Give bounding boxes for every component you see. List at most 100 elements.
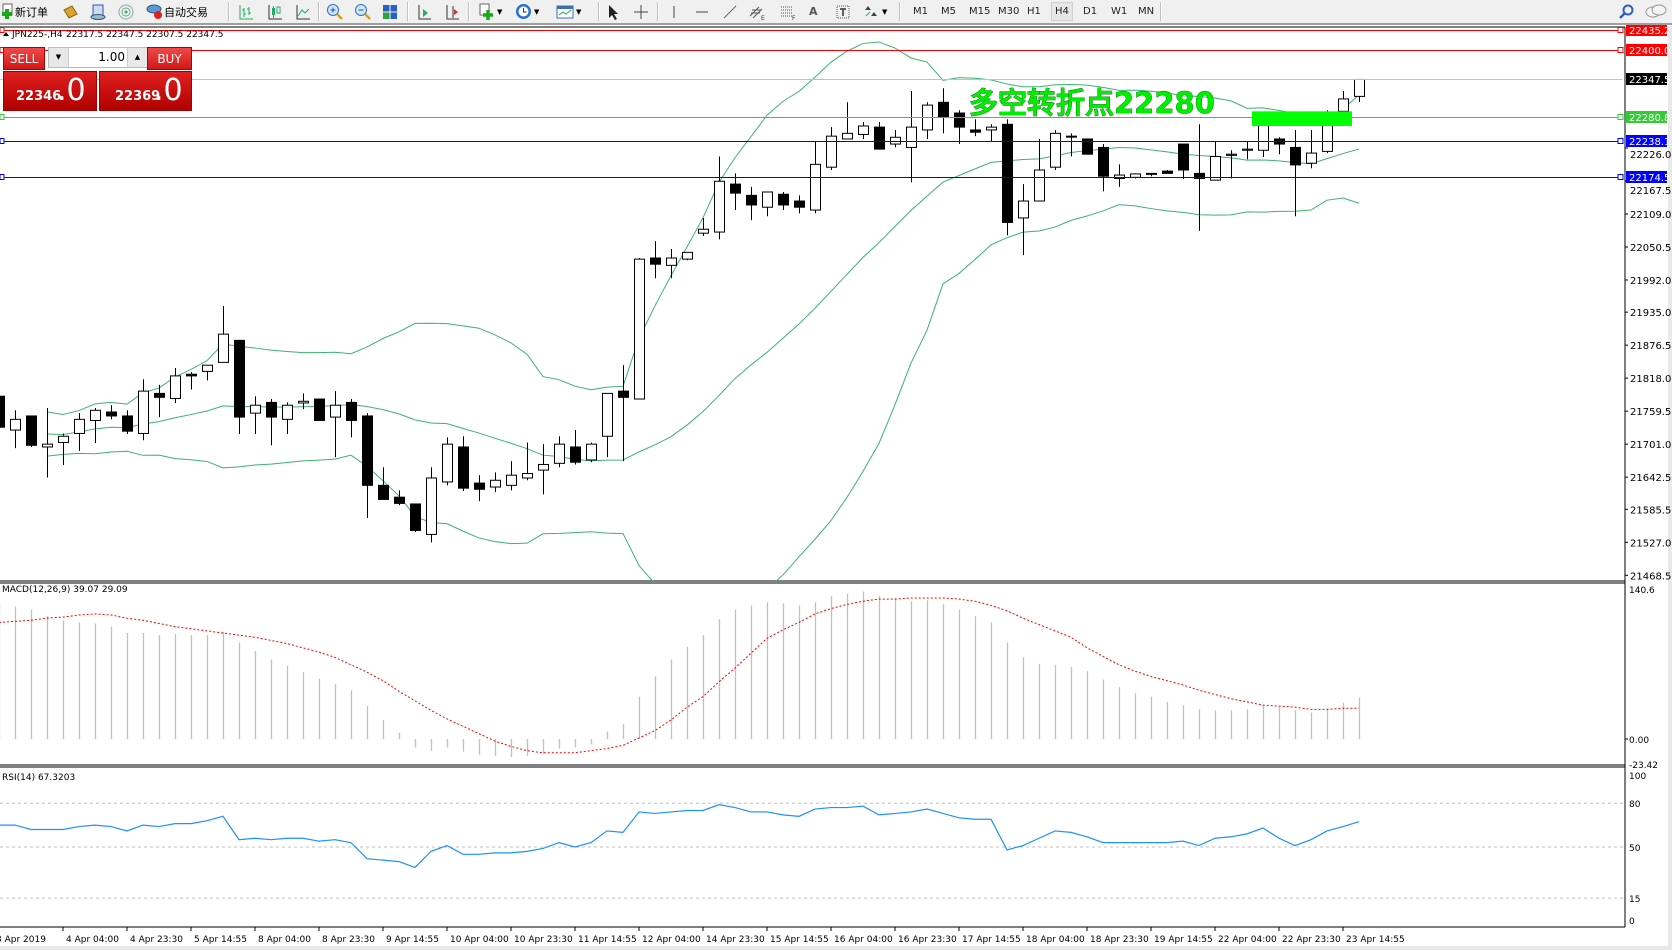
- arrows-dropdown-icon[interactable]: ▼: [882, 7, 888, 16]
- periods-icon: [516, 4, 531, 19]
- candle: [570, 430, 581, 465]
- candle: [650, 241, 661, 279]
- signals-button[interactable]: [118, 2, 134, 21]
- periods-button[interactable]: ▼: [515, 2, 539, 21]
- fibonacci-button[interactable]: F: [779, 2, 797, 21]
- arrows-button[interactable]: ▼: [864, 2, 887, 21]
- new-order-label: 新订单: [15, 5, 48, 19]
- candle: [986, 124, 997, 142]
- data-window-icon: [90, 4, 106, 20]
- time-tick-label: 16 Apr 23:30: [898, 935, 957, 945]
- level-line-handle: [1617, 174, 1624, 180]
- buy-button[interactable]: BUY: [147, 47, 192, 70]
- text-label-button[interactable]: [836, 2, 850, 21]
- candle: [746, 186, 757, 221]
- candle: [1146, 172, 1157, 177]
- buy-price-box[interactable]: 22369 .0: [99, 71, 192, 111]
- cursor-button[interactable]: [606, 2, 620, 21]
- horizontal-line-button[interactable]: [694, 2, 710, 21]
- candle-body-bull: [426, 477, 437, 535]
- price-tick-label: 21468.5: [1630, 571, 1671, 582]
- candle-body-bear: [410, 503, 421, 531]
- templates-dropdown-icon[interactable]: ▼: [576, 7, 582, 16]
- sell-price-box[interactable]: 22346 .0: [3, 71, 97, 111]
- zoom-out-button[interactable]: [354, 2, 371, 21]
- tile-windows-button[interactable]: [382, 2, 398, 21]
- level-line-handle: [0, 27, 5, 33]
- lots-increase-button[interactable]: ▲: [127, 48, 147, 67]
- candle-body-bear: [234, 339, 245, 418]
- candle-body-bull: [1210, 155, 1221, 181]
- lots-decrease-button[interactable]: ▼: [49, 48, 69, 67]
- bar-chart-button[interactable]: [238, 2, 254, 21]
- chat-button[interactable]: [1645, 2, 1667, 21]
- new-order-button[interactable]: 新订单: [0, 2, 48, 21]
- trendline-icon: [723, 5, 737, 18]
- vertical-line-button[interactable]: [668, 2, 680, 21]
- candle-body-bull: [282, 404, 293, 420]
- candle-body-bull: [74, 418, 85, 434]
- candlestick-button[interactable]: [267, 2, 283, 21]
- timeframe-w1-button[interactable]: W1: [1111, 6, 1128, 17]
- candle-body-bear: [570, 446, 581, 463]
- time-tick-label: 22 Apr 04:00: [1218, 935, 1277, 945]
- candle: [858, 122, 869, 139]
- timeframe-m1-button[interactable]: M1: [913, 6, 928, 17]
- trendline-button[interactable]: [722, 2, 738, 21]
- candle-body-bear: [122, 415, 133, 432]
- timeframe-mn-button[interactable]: MN: [1138, 6, 1155, 17]
- candle-body-bear: [362, 415, 373, 486]
- timeframe-h1-button[interactable]: H1: [1027, 6, 1041, 17]
- auto-scroll-button[interactable]: [416, 2, 432, 21]
- candle: [298, 393, 309, 410]
- candle: [794, 195, 805, 214]
- crosshair-button[interactable]: [633, 2, 649, 21]
- candle: [538, 444, 549, 495]
- market-watch-button[interactable]: [62, 2, 78, 21]
- candle-body-bear: [938, 101, 949, 118]
- timeframe-h4-button[interactable]: H4: [1051, 2, 1073, 21]
- indicators-dropdown-icon[interactable]: ▼: [497, 7, 503, 16]
- auto-trading-button[interactable]: 自动交易: [146, 2, 208, 21]
- chart-shift-button[interactable]: [444, 2, 460, 21]
- periods-dropdown-icon[interactable]: ▼: [534, 7, 540, 16]
- candle: [1066, 133, 1077, 157]
- zoom-in-button[interactable]: [326, 2, 343, 21]
- lots-input[interactable]: 1.00: [98, 50, 125, 64]
- candle-body-bull: [666, 257, 677, 266]
- sell-button[interactable]: SELL: [3, 47, 45, 70]
- text-button[interactable]: A: [809, 2, 818, 21]
- bollinger-lower-band: [46, 197, 1360, 581]
- rsi-tick-label: 80: [1629, 800, 1641, 810]
- bar-chart-icon: [239, 4, 253, 19]
- candle: [1034, 138, 1045, 202]
- templates-button[interactable]: ▼: [556, 2, 581, 21]
- candle: [458, 436, 469, 491]
- timeframe-m15-button[interactable]: M15: [969, 6, 991, 17]
- lot-size-stepper[interactable]: ▼ 1.00 ▲: [48, 47, 148, 68]
- data-window-button[interactable]: [90, 2, 106, 21]
- time-tick-label: 15 Apr 14:55: [770, 935, 829, 945]
- timeframe-d1-button[interactable]: D1: [1083, 6, 1098, 17]
- candle-body-bull: [218, 333, 229, 363]
- candle-body-bear: [26, 415, 37, 446]
- candle: [58, 433, 69, 466]
- price-tick-label: 21818.0: [1630, 374, 1671, 385]
- candle: [122, 410, 133, 435]
- timeframe-m5-button[interactable]: M5: [941, 6, 956, 17]
- indicators-button[interactable]: ▼: [478, 2, 502, 21]
- candle: [698, 217, 709, 237]
- candle-body-bull: [1034, 169, 1045, 202]
- timeframe-m30-button[interactable]: M30: [998, 6, 1020, 17]
- candle-body-bear: [1290, 146, 1301, 166]
- candle: [730, 173, 741, 211]
- window-edge: [1668, 26, 1672, 950]
- line-chart-button[interactable]: [295, 2, 311, 21]
- candle-body-bear: [458, 446, 469, 489]
- candle: [1018, 184, 1029, 256]
- candle-body-bear: [874, 126, 885, 150]
- equidistant-channel-button[interactable]: E: [749, 2, 767, 21]
- candle-body-bear: [1194, 172, 1205, 179]
- search-button[interactable]: [1618, 2, 1634, 21]
